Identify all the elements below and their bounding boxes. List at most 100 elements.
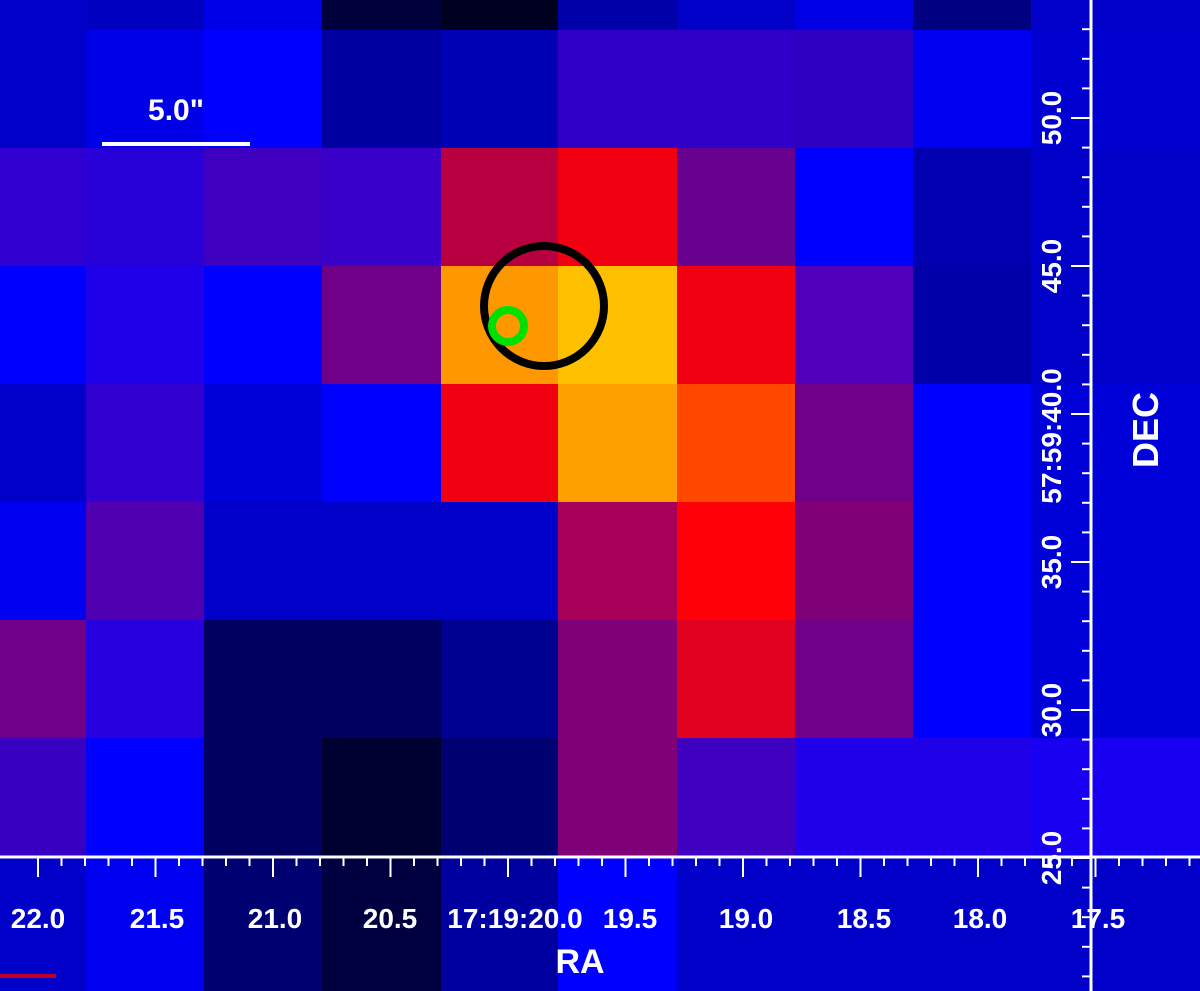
image-pixel — [677, 502, 795, 620]
image-pixel — [0, 502, 86, 620]
image-pixel — [441, 856, 558, 991]
image-pixel — [1031, 384, 1200, 502]
image-pixel — [0, 856, 86, 991]
colorbar-fragment — [0, 974, 56, 978]
image-pixel — [86, 266, 204, 384]
image-pixel — [795, 0, 913, 30]
image-pixel — [795, 266, 913, 384]
image-pixel — [677, 266, 795, 384]
image-pixel — [322, 856, 441, 991]
image-pixel — [677, 856, 795, 991]
image-pixel — [322, 738, 441, 856]
image-pixel — [204, 0, 322, 30]
image-pixel — [86, 502, 204, 620]
x-tick-label: 18.5 — [837, 903, 892, 934]
image-pixel — [913, 30, 1031, 148]
x-tick-label: 21.0 — [248, 903, 303, 934]
image-pixel — [913, 856, 1031, 991]
image-pixel — [677, 148, 795, 266]
x-axis-label: RA — [555, 943, 604, 981]
image-pixel — [86, 620, 204, 738]
x-tick-label: 17:19:20.0 — [447, 903, 582, 934]
image-pixel — [86, 856, 204, 991]
image-pixel — [441, 30, 558, 148]
image-pixel — [86, 148, 204, 266]
image-pixel — [1031, 502, 1200, 620]
image-pixel — [0, 384, 86, 502]
image-pixel — [322, 384, 441, 502]
image-pixel — [558, 148, 677, 266]
y-tick-label: 30.0 — [1036, 683, 1067, 738]
image-pixel — [558, 30, 677, 148]
image-pixel — [677, 0, 795, 30]
image-pixel — [795, 148, 913, 266]
image-pixel — [322, 502, 441, 620]
image-pixel — [558, 856, 677, 991]
image-pixel — [558, 738, 677, 856]
image-pixel — [558, 620, 677, 738]
scale-bar: 5.0" — [102, 94, 250, 146]
image-pixel — [913, 266, 1031, 384]
y-tick-label: 50.0 — [1036, 91, 1067, 146]
image-pixel — [1031, 266, 1200, 384]
image-pixel — [86, 30, 204, 148]
image-pixel — [1031, 30, 1200, 148]
x-tick-label: 19.5 — [603, 903, 658, 934]
image-pixel — [322, 620, 441, 738]
x-tick-label: 20.5 — [363, 903, 418, 934]
y-axis-label: DEC — [1125, 392, 1166, 468]
image-pixel — [441, 502, 558, 620]
image-pixel — [204, 266, 322, 384]
image-pixel — [795, 384, 913, 502]
image-pixel — [0, 148, 86, 266]
scale-bar-label: 5.0" — [148, 94, 204, 127]
image-pixel — [322, 0, 441, 30]
image-pixel — [441, 384, 558, 502]
x-axis: 22.0 21.5 21.0 20.5 17:19:20.0 19.5 19.0… — [0, 855, 1200, 981]
image-pixel — [322, 148, 441, 266]
image-pixel — [1031, 856, 1200, 991]
image-pixel — [0, 738, 86, 856]
image-pixel — [677, 30, 795, 148]
y-axis: 50.0 45.0 57:59:40.0 35.0 30.0 25.0 DEC — [1036, 0, 1166, 991]
image-pixel — [795, 738, 913, 856]
image-pixel — [677, 384, 795, 502]
image-pixel — [913, 0, 1031, 30]
image-pixel — [204, 620, 322, 738]
image-pixel — [0, 620, 86, 738]
x-tick-label: 21.5 — [130, 903, 185, 934]
y-tick-label: 25.0 — [1036, 831, 1067, 886]
x-tick-label: 19.0 — [719, 903, 774, 934]
y-tick-label: 57:59:40.0 — [1036, 368, 1067, 503]
image-pixel — [441, 0, 558, 30]
image-pixel — [795, 620, 913, 738]
image-pixel — [677, 738, 795, 856]
y-tick-label: 45.0 — [1036, 239, 1067, 294]
image-pixel — [204, 738, 322, 856]
image-pixel — [1031, 0, 1200, 30]
image-pixel — [558, 384, 677, 502]
image-pixel — [913, 620, 1031, 738]
image-pixel — [441, 738, 558, 856]
image-pixel — [913, 738, 1031, 856]
image-pixel — [0, 266, 86, 384]
image-pixel — [913, 384, 1031, 502]
x-tick-label: 18.0 — [953, 903, 1008, 934]
x-tick-label: 17.5 — [1071, 903, 1126, 934]
image-pixel — [322, 30, 441, 148]
image-pixel — [441, 620, 558, 738]
image-pixel — [0, 0, 86, 30]
image-pixel — [677, 620, 795, 738]
image-pixel — [204, 30, 322, 148]
green-circle — [488, 306, 528, 346]
image-pixel — [1031, 148, 1200, 266]
image-pixel — [913, 148, 1031, 266]
image-pixel — [795, 30, 913, 148]
image-pixel — [558, 0, 677, 30]
image-pixel — [86, 0, 204, 30]
image-pixel — [204, 148, 322, 266]
image-pixel — [1031, 738, 1200, 856]
x-tick-label: 22.0 — [11, 903, 66, 934]
